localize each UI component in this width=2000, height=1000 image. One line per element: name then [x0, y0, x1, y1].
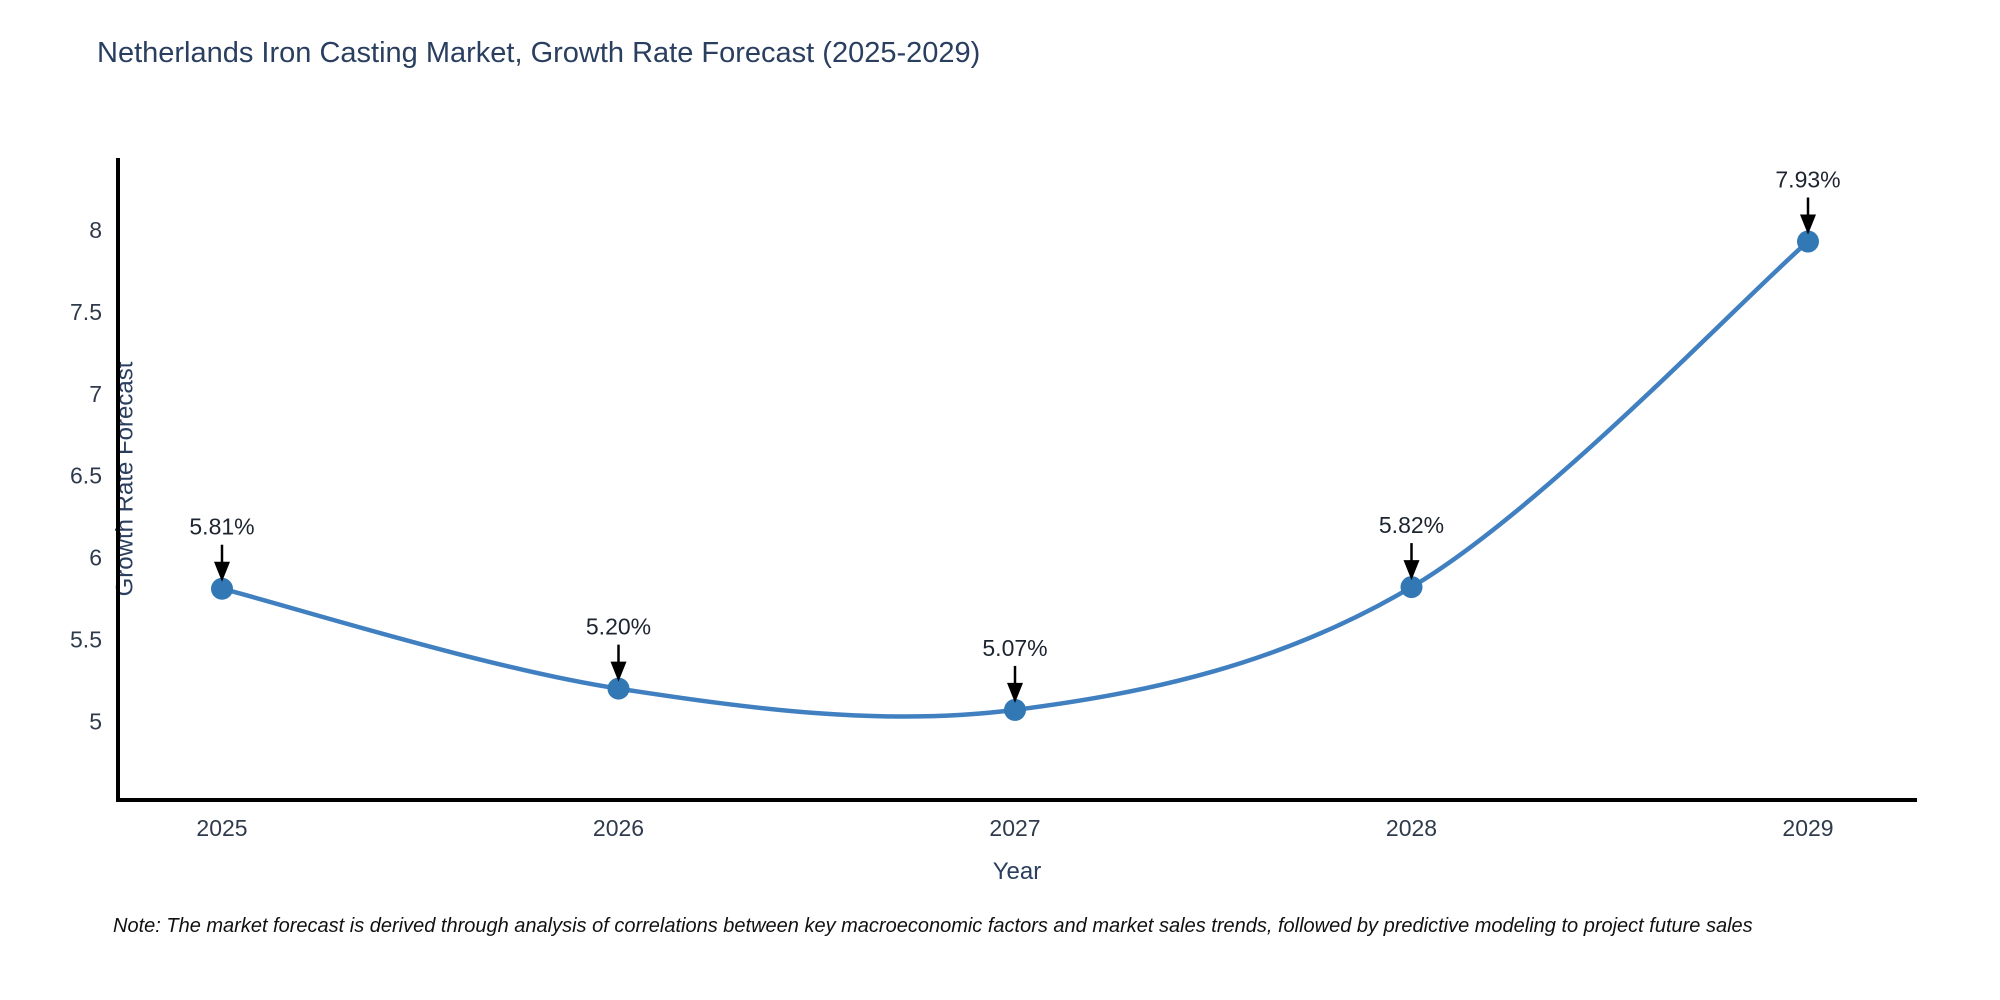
y-tick-label: 8 — [89, 217, 102, 243]
y-tick-label: 5 — [89, 708, 102, 734]
data-point-marker — [607, 677, 630, 700]
y-tick-label: 6.5 — [70, 463, 102, 489]
data-point-label: 5.07% — [982, 635, 1047, 661]
data-point-marker — [1400, 576, 1423, 599]
data-point-marker — [211, 577, 233, 600]
annotation-arrowhead — [610, 661, 627, 682]
data-point-label: 5.20% — [586, 614, 651, 640]
annotation-arrowhead — [214, 561, 230, 582]
footnote: Note: The market forecast is derived thr… — [113, 915, 1753, 937]
y-tick-label: 5.5 — [70, 627, 102, 653]
data-point-marker — [1797, 230, 1819, 253]
annotation-arrowhead — [1800, 214, 1816, 235]
annotation-arrowhead — [1007, 682, 1023, 703]
data-point-label: 5.81% — [189, 514, 254, 540]
annotation-arrowhead — [1403, 560, 1420, 581]
y-tick-label: 6 — [89, 545, 102, 571]
x-tick-label: 2026 — [593, 815, 644, 841]
x-tick-label: 2028 — [1386, 815, 1437, 841]
x-tick-label: 2029 — [1782, 815, 1833, 841]
y-tick-label: 7.5 — [70, 299, 102, 325]
chart-title: Netherlands Iron Casting Market, Growth … — [97, 37, 981, 69]
data-point-marker — [1004, 698, 1026, 721]
data-point-label: 5.82% — [1379, 512, 1444, 538]
data-point-label: 7.93% — [1775, 167, 1840, 193]
x-tick-label: 2025 — [196, 815, 247, 841]
x-tick-label: 2027 — [989, 815, 1040, 841]
x-axis-title: Year — [992, 858, 1042, 885]
y-tick-label: 7 — [89, 381, 102, 407]
